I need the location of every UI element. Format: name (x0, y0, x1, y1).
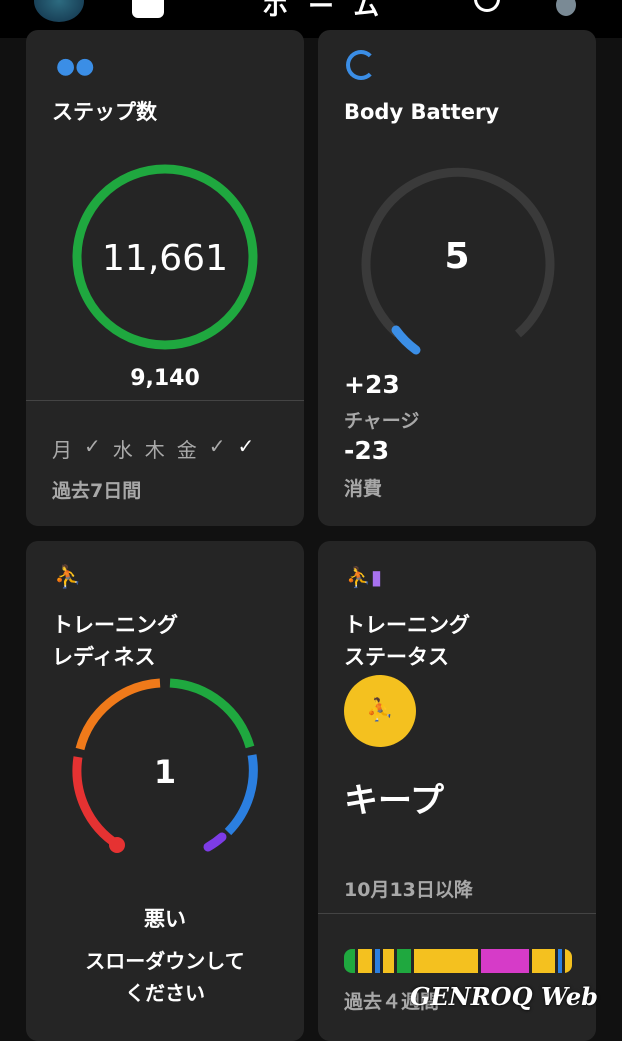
day-check: ✓ (208, 434, 226, 458)
history-segment (531, 949, 555, 973)
avatar[interactable] (34, 0, 84, 22)
battery-gauge (361, 167, 555, 355)
steps-period: 過去7日間 (52, 480, 142, 502)
training-status-card[interactable]: ⛹▮ トレーニング ステータス ⛹ キープ 10月13日以降 過去４週間 (318, 541, 596, 1041)
readiness-level: 悪い (144, 907, 186, 931)
readiness-title-1: トレーニング (52, 613, 178, 637)
history-segment (397, 949, 411, 973)
week-days: 月 ✓ 水 木 金 ✓ ✓ (52, 434, 254, 463)
history-segment (565, 949, 572, 973)
divider (26, 400, 304, 401)
training-readiness-card[interactable]: ⛹ トレーニング レディネス 1 悪い スローダウンして ください (26, 541, 304, 1041)
history-segment (413, 949, 478, 973)
body-battery-icon (346, 50, 376, 80)
divider (318, 913, 596, 914)
sync-icon[interactable] (474, 0, 500, 12)
day: 月 (52, 438, 72, 462)
watch-icon[interactable] (556, 0, 576, 16)
readiness-message-2: ください (125, 981, 205, 1005)
body-battery-title: Body Battery (344, 100, 500, 124)
status-title-2: ステータス (344, 645, 449, 669)
steps-value: 11,661 (102, 238, 228, 279)
steps-card[interactable]: ●● ステップ数 11,661 9,140 月 ✓ 水 木 金 ✓ ✓ 過去7日… (26, 30, 304, 526)
readiness-icon: ⛹ (54, 565, 82, 590)
readiness-title-2: レディネス (52, 645, 156, 669)
status-period: 過去４週間 (344, 991, 440, 1013)
history-segment (382, 949, 395, 973)
drain-value: -23 (344, 436, 390, 465)
readiness-message-1: スローダウンして (85, 949, 245, 973)
training-status-icon: ⛹▮ (346, 565, 382, 589)
page-title: ホーム (262, 0, 400, 22)
readiness-gauge (72, 678, 258, 853)
steps-title: ステップ数 (52, 100, 157, 124)
charge-value: +23 (344, 370, 400, 399)
footsteps-icon: ●● (56, 54, 95, 79)
history-segment (358, 949, 373, 973)
steps-goal: 9,140 (130, 366, 200, 391)
status-title-1: トレーニング (344, 613, 470, 637)
status-value: キープ (344, 781, 444, 821)
readiness-value: 1 (153, 753, 177, 791)
watermark-logo: GENROQ Web (410, 982, 598, 1011)
status-badge: ⛹ (344, 675, 416, 747)
history-segment (375, 949, 380, 973)
body-battery-card[interactable]: Body Battery 5 +23 チャージ -23 消費 (318, 30, 596, 526)
day-check: ✓ (237, 434, 255, 458)
day: 水 (112, 438, 133, 462)
status-since: 10月13日以降 (344, 879, 473, 901)
day: 金 (176, 438, 197, 462)
day: 木 (144, 438, 165, 462)
history-segment (344, 949, 356, 973)
bell-icon[interactable] (132, 0, 164, 18)
charge-label: チャージ (344, 410, 420, 432)
steps-ring (72, 164, 258, 350)
drain-label: 消費 (344, 478, 383, 500)
day-check: ✓ (84, 434, 101, 458)
history-segment (480, 949, 529, 973)
battery-value: 5 (444, 236, 470, 277)
history-segment (557, 949, 563, 973)
status-history-bar (344, 949, 572, 973)
